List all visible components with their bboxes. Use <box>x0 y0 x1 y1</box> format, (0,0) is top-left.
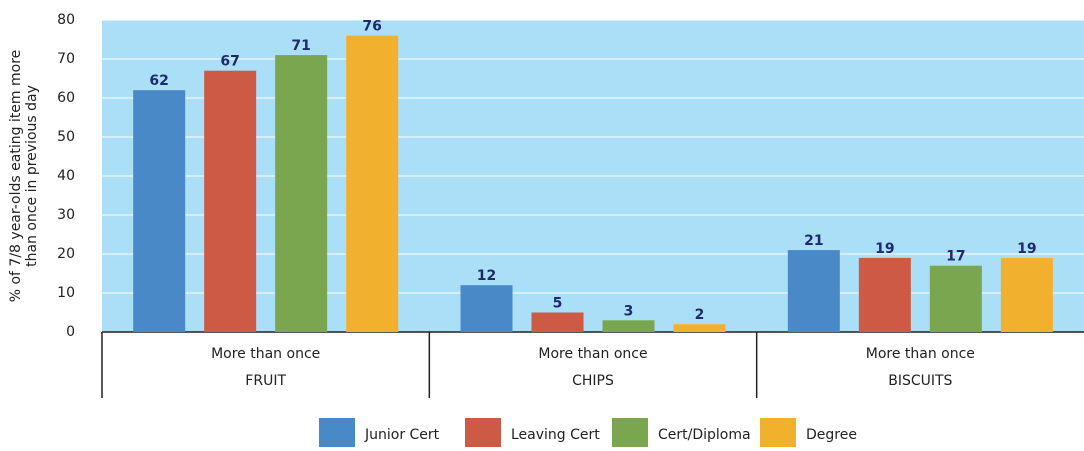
y-tick-label: 70 <box>57 51 75 67</box>
value-label: 3 <box>624 303 634 319</box>
y-tick-label: 40 <box>57 168 75 184</box>
bar <box>858 257 911 332</box>
value-label: 76 <box>362 19 381 35</box>
bar <box>133 90 186 332</box>
value-label: 21 <box>804 233 823 249</box>
y-tick-label: 10 <box>57 285 75 301</box>
x-tick-label: CHIPS <box>572 373 614 389</box>
value-label: 5 <box>553 296 563 312</box>
value-label: 71 <box>291 38 310 54</box>
legend-swatch <box>465 418 501 448</box>
bar <box>787 250 840 332</box>
legend-swatch <box>319 418 355 448</box>
legend-label: Junior Cert <box>364 427 440 443</box>
legend-label: Cert/Diploma <box>658 427 751 443</box>
y-tick-label: 30 <box>57 207 75 223</box>
bar <box>531 312 584 332</box>
bar <box>275 55 328 332</box>
y-tick-label: 20 <box>57 246 75 262</box>
value-label: 19 <box>1017 241 1036 257</box>
bar <box>346 35 399 332</box>
legend-label: Leaving Cert <box>511 427 600 443</box>
legend-swatch <box>612 418 648 448</box>
value-label: 67 <box>220 54 239 70</box>
y-tick-label: 0 <box>66 324 75 340</box>
bar <box>1000 257 1053 332</box>
y-axis-label: % of 7/8 year-olds eating item more than… <box>8 50 40 303</box>
value-label: 62 <box>149 73 168 89</box>
y-tick-label: 50 <box>57 129 75 145</box>
value-label: 17 <box>946 249 965 265</box>
bar <box>460 285 513 332</box>
bar <box>929 265 982 332</box>
bar <box>673 324 726 332</box>
legend-label: Degree <box>806 427 857 443</box>
x-tick-label: BISCUITS <box>888 373 952 389</box>
bar <box>204 70 257 332</box>
value-label: 19 <box>875 241 894 257</box>
category-sublabel: More than once <box>866 346 975 362</box>
y-tick-label: 80 <box>57 12 75 28</box>
value-label: 2 <box>695 307 705 323</box>
category-sublabel: More than once <box>538 346 647 362</box>
y-tick-label: 60 <box>57 90 75 106</box>
bar <box>602 320 655 332</box>
y-label-line: % of 7/8 year-olds eating item more <box>8 50 24 303</box>
category-sublabel: More than once <box>211 346 320 362</box>
legend-swatch <box>760 418 796 448</box>
value-label: 12 <box>477 268 496 284</box>
y-label-line: than once in previous day <box>24 85 40 267</box>
x-tick-label: FRUIT <box>245 373 286 389</box>
